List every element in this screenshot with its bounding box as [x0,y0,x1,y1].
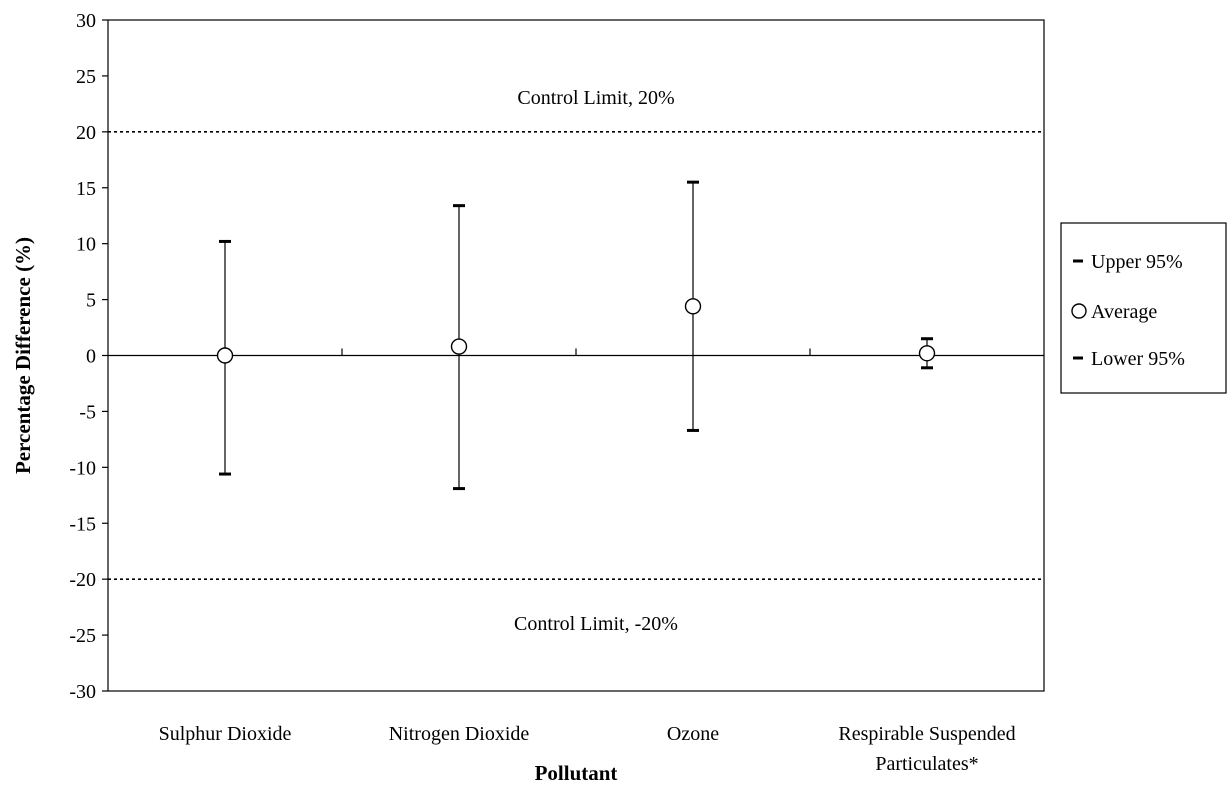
y-tick-label: 20 [76,122,96,144]
average-point [450,338,468,355]
x-axis-title: Pollutant [535,761,618,785]
y-tick-label: -15 [69,513,96,535]
y-tick-label: 30 [76,10,96,32]
control-limit-label: Control Limit, 20% [517,87,674,109]
control-limits: Control Limit, 20% Control Limit, -20% [108,87,1044,635]
y-tick-label: 5 [86,290,96,312]
x-axis-labels: Sulphur Dioxide Nitrogen Dioxide Ozone Resp… [159,723,1016,775]
error-bars [219,180,933,491]
y-tick-label: -5 [79,401,96,423]
legend-label-lower: Lower 95% [1091,348,1185,370]
y-tick-label: 15 [76,178,96,200]
x-tick-label: Sulphur Dioxide [159,723,292,745]
y-tick-label: 25 [76,66,96,88]
y-tick-label: -10 [69,457,96,479]
x-axis-ticks [108,348,1044,357]
x-tick-label: Ozone [667,723,719,745]
y-tick-label: 10 [76,234,96,256]
x-tick-label: Particulates* [875,753,978,775]
average-point [216,347,234,364]
y-tick-label: -20 [69,569,96,591]
average-points [216,298,936,364]
x-tick-label: Respirable Suspended [838,723,1015,745]
x-tick-label: Nitrogen Dioxide [389,723,530,745]
control-limit-label: Control Limit, -20% [514,613,678,635]
y-axis-title: Percentage Difference (%) [11,237,35,474]
y-axis-ticks: 30 25 20 15 10 5 0 -5 -10 -15 -20 -25 -30 [69,10,108,703]
legend-label-upper: Upper 95% [1091,251,1183,273]
y-tick-label: -25 [69,625,96,647]
average-point [684,298,702,315]
y-tick-label: 0 [86,346,96,368]
legend-average-marker [1071,303,1087,319]
legend: Upper 95% Average Lower 95% [1060,222,1227,394]
y-tick-label: -30 [69,681,96,703]
average-point [918,345,936,362]
legend-label-average: Average [1091,301,1157,323]
legend-box [1060,222,1227,394]
